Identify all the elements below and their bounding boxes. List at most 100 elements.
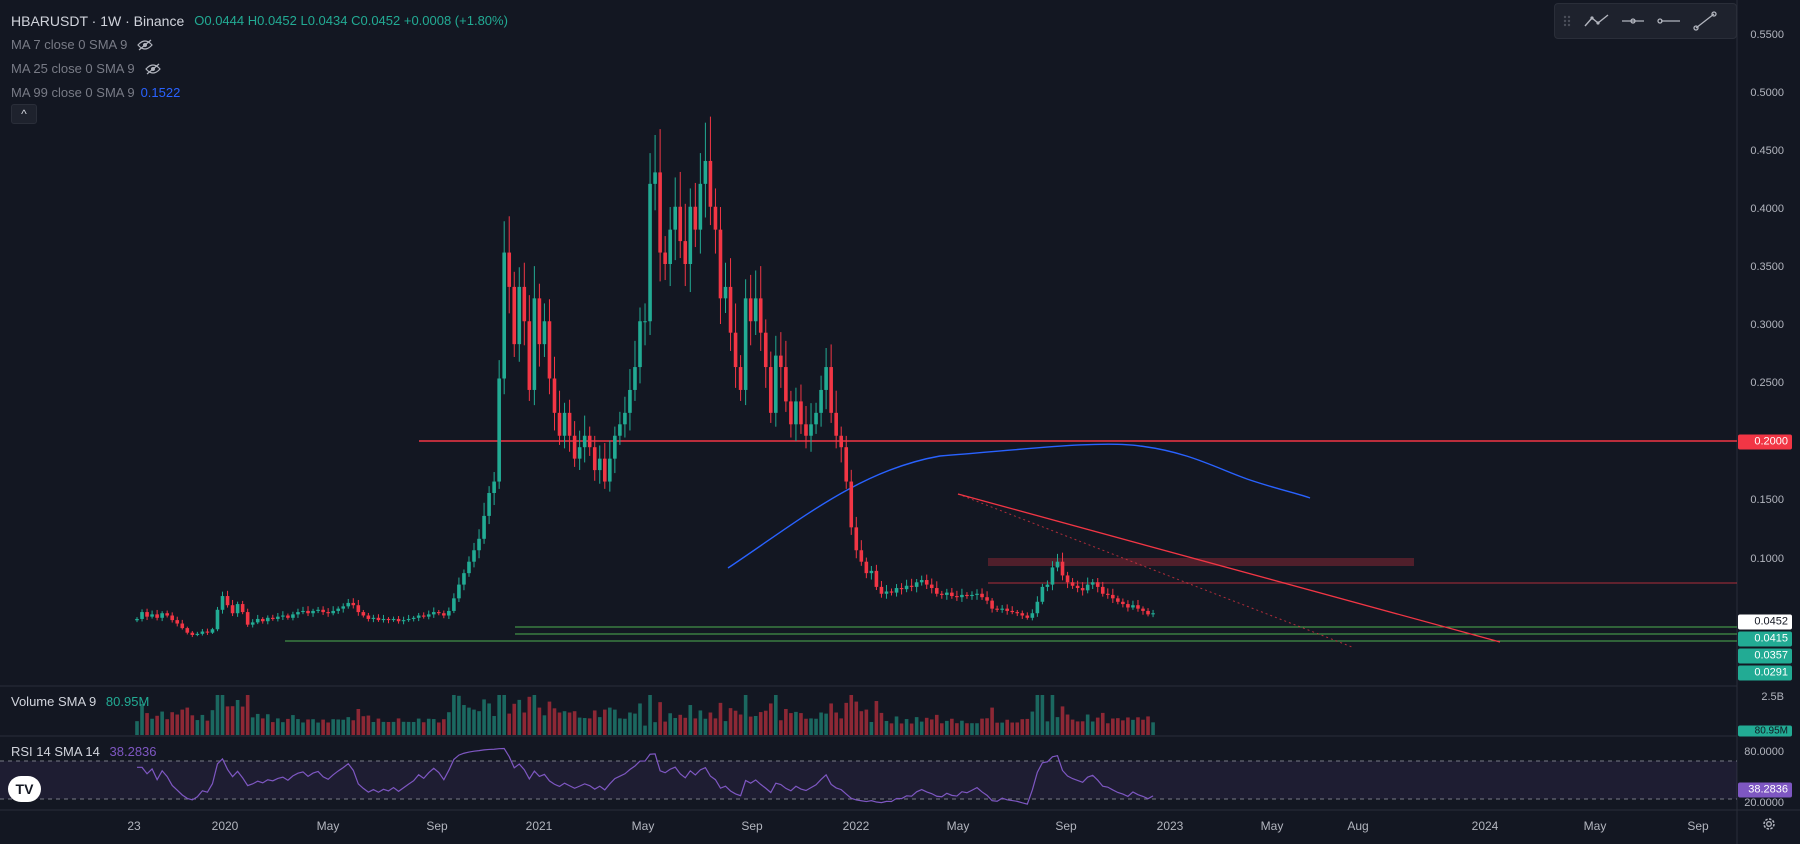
candle-body[interactable] — [165, 613, 169, 616]
volume-bar[interactable] — [1111, 718, 1115, 735]
candle-body[interactable] — [713, 206, 718, 230]
candle-body[interactable] — [457, 584, 461, 599]
volume-bar[interactable] — [1020, 719, 1025, 735]
candle-body[interactable] — [1040, 586, 1045, 602]
volume-bar[interactable] — [663, 721, 667, 735]
volume-bar[interactable] — [1146, 716, 1150, 735]
candle-body[interactable] — [391, 618, 396, 621]
candle-body[interactable] — [346, 602, 351, 607]
candle-body[interactable] — [401, 620, 406, 622]
volume-bar[interactable] — [572, 711, 577, 735]
candle-body[interactable] — [955, 596, 959, 598]
volume-bar[interactable] — [889, 723, 894, 735]
candle-body[interactable] — [1025, 615, 1030, 618]
volume-bar[interactable] — [336, 719, 340, 735]
volume-bar[interactable] — [648, 695, 652, 735]
volume-bar[interactable] — [884, 720, 889, 735]
candle-body[interactable] — [743, 298, 748, 390]
candle-body[interactable] — [1030, 613, 1035, 618]
candle-body[interactable] — [286, 615, 290, 618]
candle-body[interactable] — [708, 160, 713, 207]
volume-bar[interactable] — [768, 703, 773, 735]
candle-body[interactable] — [673, 206, 678, 230]
candle-body[interactable] — [431, 612, 436, 615]
volume-bar[interactable] — [532, 695, 537, 735]
candle-body[interactable] — [416, 615, 421, 618]
candle-body[interactable] — [537, 298, 542, 345]
candle-body[interactable] — [235, 604, 240, 614]
candle-body[interactable] — [271, 617, 275, 619]
drag-handle-icon[interactable] — [1555, 4, 1579, 38]
volume-bar[interactable] — [472, 709, 476, 735]
candle-body[interactable] — [824, 367, 828, 390]
volume-bar[interactable] — [140, 704, 144, 735]
candle-body[interactable] — [170, 615, 175, 621]
volume-bar[interactable] — [311, 719, 315, 735]
candle-body[interactable] — [965, 594, 969, 597]
candle-body[interactable] — [381, 618, 386, 621]
volume-bar[interactable] — [190, 715, 195, 735]
volume-label[interactable]: Volume SMA 9 — [11, 694, 97, 709]
volume-bar[interactable] — [306, 719, 310, 735]
candle-body[interactable] — [371, 617, 376, 619]
candle-body[interactable] — [180, 623, 185, 629]
volume-bar[interactable] — [1045, 721, 1050, 735]
candle-body[interactable] — [879, 586, 884, 594]
candle-body[interactable] — [653, 172, 657, 184]
price-tag-0-0357[interactable]: 0.0357 — [1738, 648, 1792, 664]
candle-body[interactable] — [789, 401, 793, 425]
volume-bar[interactable] — [758, 712, 763, 735]
volume-bar[interactable] — [708, 712, 713, 735]
volume-bar[interactable] — [894, 716, 899, 735]
candle-body[interactable] — [1075, 585, 1080, 589]
volume-bar[interactable] — [276, 718, 280, 735]
volume-bar[interactable] — [824, 713, 828, 735]
volume-bar[interactable] — [160, 711, 164, 735]
volume-bar[interactable] — [804, 718, 808, 735]
candle-body[interactable] — [864, 561, 869, 574]
candle-body[interactable] — [929, 584, 934, 589]
volume-bar[interactable] — [1085, 714, 1090, 735]
candle-body[interactable] — [1151, 613, 1155, 615]
volume-bar[interactable] — [854, 701, 859, 735]
ma25-label[interactable]: MA 25 close 0 SMA 9 — [11, 61, 135, 76]
candle-body[interactable] — [995, 608, 999, 610]
candle-body[interactable] — [472, 550, 476, 562]
candle-body[interactable] — [351, 602, 356, 606]
candle-body[interactable] — [326, 612, 330, 614]
candle-body[interactable] — [250, 622, 255, 625]
candle-body[interactable] — [779, 355, 783, 368]
candle-body[interactable] — [582, 435, 587, 448]
candle-series[interactable] — [135, 116, 1155, 638]
candle-body[interactable] — [698, 183, 703, 230]
candle-body[interactable] — [215, 609, 220, 630]
volume-bar[interactable] — [442, 719, 446, 735]
horizontal-ray-icon[interactable] — [1615, 4, 1651, 38]
volume-bar[interactable] — [381, 721, 386, 735]
candle-body[interactable] — [834, 412, 838, 436]
candle-body[interactable] — [587, 435, 592, 448]
candle-body[interactable] — [758, 298, 763, 333]
candle-body[interactable] — [723, 286, 728, 299]
volume-bar[interactable] — [688, 705, 693, 735]
candle-body[interactable] — [799, 401, 803, 425]
volume-bar[interactable] — [321, 719, 325, 735]
candle-body[interactable] — [1045, 584, 1050, 587]
volume-bar[interactable] — [874, 701, 879, 735]
candle-body[interactable] — [482, 515, 486, 539]
candle-body[interactable] — [909, 585, 914, 587]
volume-bar[interactable] — [225, 706, 230, 735]
candle-body[interactable] — [693, 206, 698, 230]
candle-body[interactable] — [487, 493, 491, 516]
volume-bar[interactable] — [296, 719, 300, 735]
rsi-label[interactable]: RSI 14 SMA 14 — [11, 744, 100, 759]
volume-bar[interactable] — [1040, 695, 1045, 735]
candle-body[interactable] — [1005, 608, 1009, 611]
candle-body[interactable] — [276, 616, 280, 619]
candle-body[interactable] — [859, 550, 864, 562]
candle-body[interactable] — [225, 596, 230, 606]
candle-body[interactable] — [1060, 561, 1065, 576]
volume-bar[interactable] — [250, 717, 255, 735]
volume-bar[interactable] — [170, 712, 175, 735]
candle-body[interactable] — [341, 606, 346, 609]
